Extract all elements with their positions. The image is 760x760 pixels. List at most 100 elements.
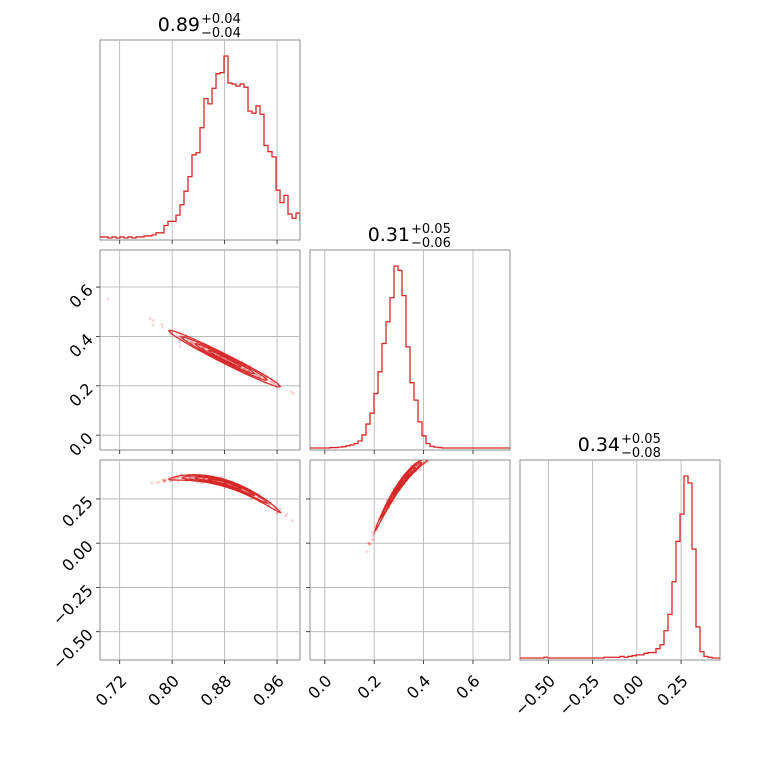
contour-level-0: [167, 329, 282, 388]
sample-point: [163, 478, 167, 482]
sample-point: [371, 538, 375, 542]
sample-point: [253, 372, 257, 376]
sample-point: [256, 374, 260, 378]
sample-point: [372, 532, 376, 536]
sample-point: [303, 399, 306, 402]
sample-point: [256, 374, 260, 378]
panel-content: [100, 40, 300, 240]
sample-point: [367, 541, 371, 545]
sample-point: [189, 475, 193, 479]
sample-point: [201, 346, 205, 350]
x-tick-label: 0.80: [144, 671, 183, 710]
y-tick-label: 0.0: [65, 429, 96, 460]
sample-point: [177, 340, 181, 344]
sample-point: [253, 373, 257, 377]
contour-level-2: [193, 476, 256, 497]
x-tick-label: 0.96: [249, 671, 288, 710]
panel-1-0: [96, 249, 306, 454]
x-tick-label: −0.50: [511, 671, 559, 719]
sample-point: [163, 480, 167, 484]
y-tick-label: 0.4: [65, 330, 96, 361]
sample-point: [150, 481, 154, 485]
histogram-line: [520, 475, 720, 659]
sample-point: [371, 534, 375, 538]
sample-point: [278, 507, 282, 511]
title-param-1-plus: +0.05: [411, 222, 451, 237]
sample-point: [428, 456, 431, 459]
histogram-line: [310, 265, 510, 449]
sample-point: [163, 478, 167, 482]
y-tick-label: 0.2: [65, 379, 96, 410]
sample-point: [155, 481, 159, 485]
panel-content: [310, 250, 510, 450]
title-param-0: 0.89: [158, 14, 200, 36]
sample-point: [439, 455, 442, 458]
y-tick-label: 0.00: [58, 537, 97, 576]
contour-level-3: [207, 349, 243, 368]
sample-point: [304, 534, 307, 537]
sample-point: [418, 468, 422, 472]
sample-point: [160, 322, 164, 326]
sample-point: [190, 340, 194, 344]
sample-point: [285, 512, 289, 516]
contour-level-0: [167, 474, 282, 514]
panel-frame: [99, 459, 301, 661]
sample-point: [371, 530, 375, 534]
sample-point: [428, 454, 431, 457]
sample-point: [249, 497, 253, 501]
x-tick-label: 0.4: [403, 671, 434, 702]
sample-point: [161, 478, 165, 482]
panel-2-0: [96, 459, 307, 664]
panel-content: [100, 250, 306, 450]
sample-point: [175, 332, 179, 336]
sample-point: [151, 318, 155, 322]
panel-content: [100, 460, 307, 660]
sample-point: [433, 455, 436, 458]
sample-point: [188, 339, 192, 343]
panel-frame: [309, 459, 511, 661]
sample-point: [162, 479, 166, 483]
panel-content: [520, 460, 720, 660]
title-param-1-minus: −0.06: [411, 236, 451, 251]
sample-point: [174, 476, 178, 480]
sample-point: [262, 371, 266, 375]
sample-point: [290, 519, 294, 523]
panel-2-2: [519, 459, 721, 664]
sample-point: [365, 550, 369, 554]
plot-layer: 0.72 0.80 0.88 0.96 0.0 0.2 0.4 0.6 −0.50−0.25 0.…: [49, 39, 721, 719]
x-tick-label: 0.0: [304, 671, 335, 702]
title-param-0-plus: +0.04: [201, 12, 241, 27]
sample-point: [275, 511, 279, 515]
title-param-2-plus: +0.05: [621, 432, 661, 447]
x-tick-label: 0.25: [653, 671, 692, 710]
sample-point: [368, 543, 372, 547]
x-tick-label: 0.72: [92, 671, 131, 710]
sample-point: [283, 514, 287, 518]
panel-0-0: [99, 39, 301, 244]
sample-point: [289, 390, 293, 394]
sample-point: [430, 460, 433, 461]
sample-point: [178, 345, 182, 349]
sample-point: [424, 457, 427, 460]
sample-point: [106, 297, 110, 301]
title-param-2-minus: −0.08: [621, 446, 661, 461]
sample-point: [192, 476, 196, 480]
sample-point: [269, 380, 273, 384]
sample-point: [178, 334, 182, 338]
histogram-line: [100, 55, 300, 239]
contour-level-3: [206, 478, 243, 490]
sample-point: [441, 455, 444, 458]
sample-point: [157, 480, 161, 484]
contour-level-2: [193, 343, 256, 375]
sample-point: [162, 479, 166, 483]
sample-point: [373, 531, 377, 535]
y-tick-label: 0.6: [65, 280, 96, 311]
contour-level-1: [180, 336, 269, 381]
contour-level-3: [392, 472, 410, 496]
sample-point: [160, 325, 164, 329]
x-tick-label: 0.2: [354, 671, 385, 702]
panel-2-1: [306, 452, 511, 664]
sample-point: [441, 452, 444, 455]
sample-point: [367, 541, 371, 545]
sample-point: [368, 542, 372, 546]
